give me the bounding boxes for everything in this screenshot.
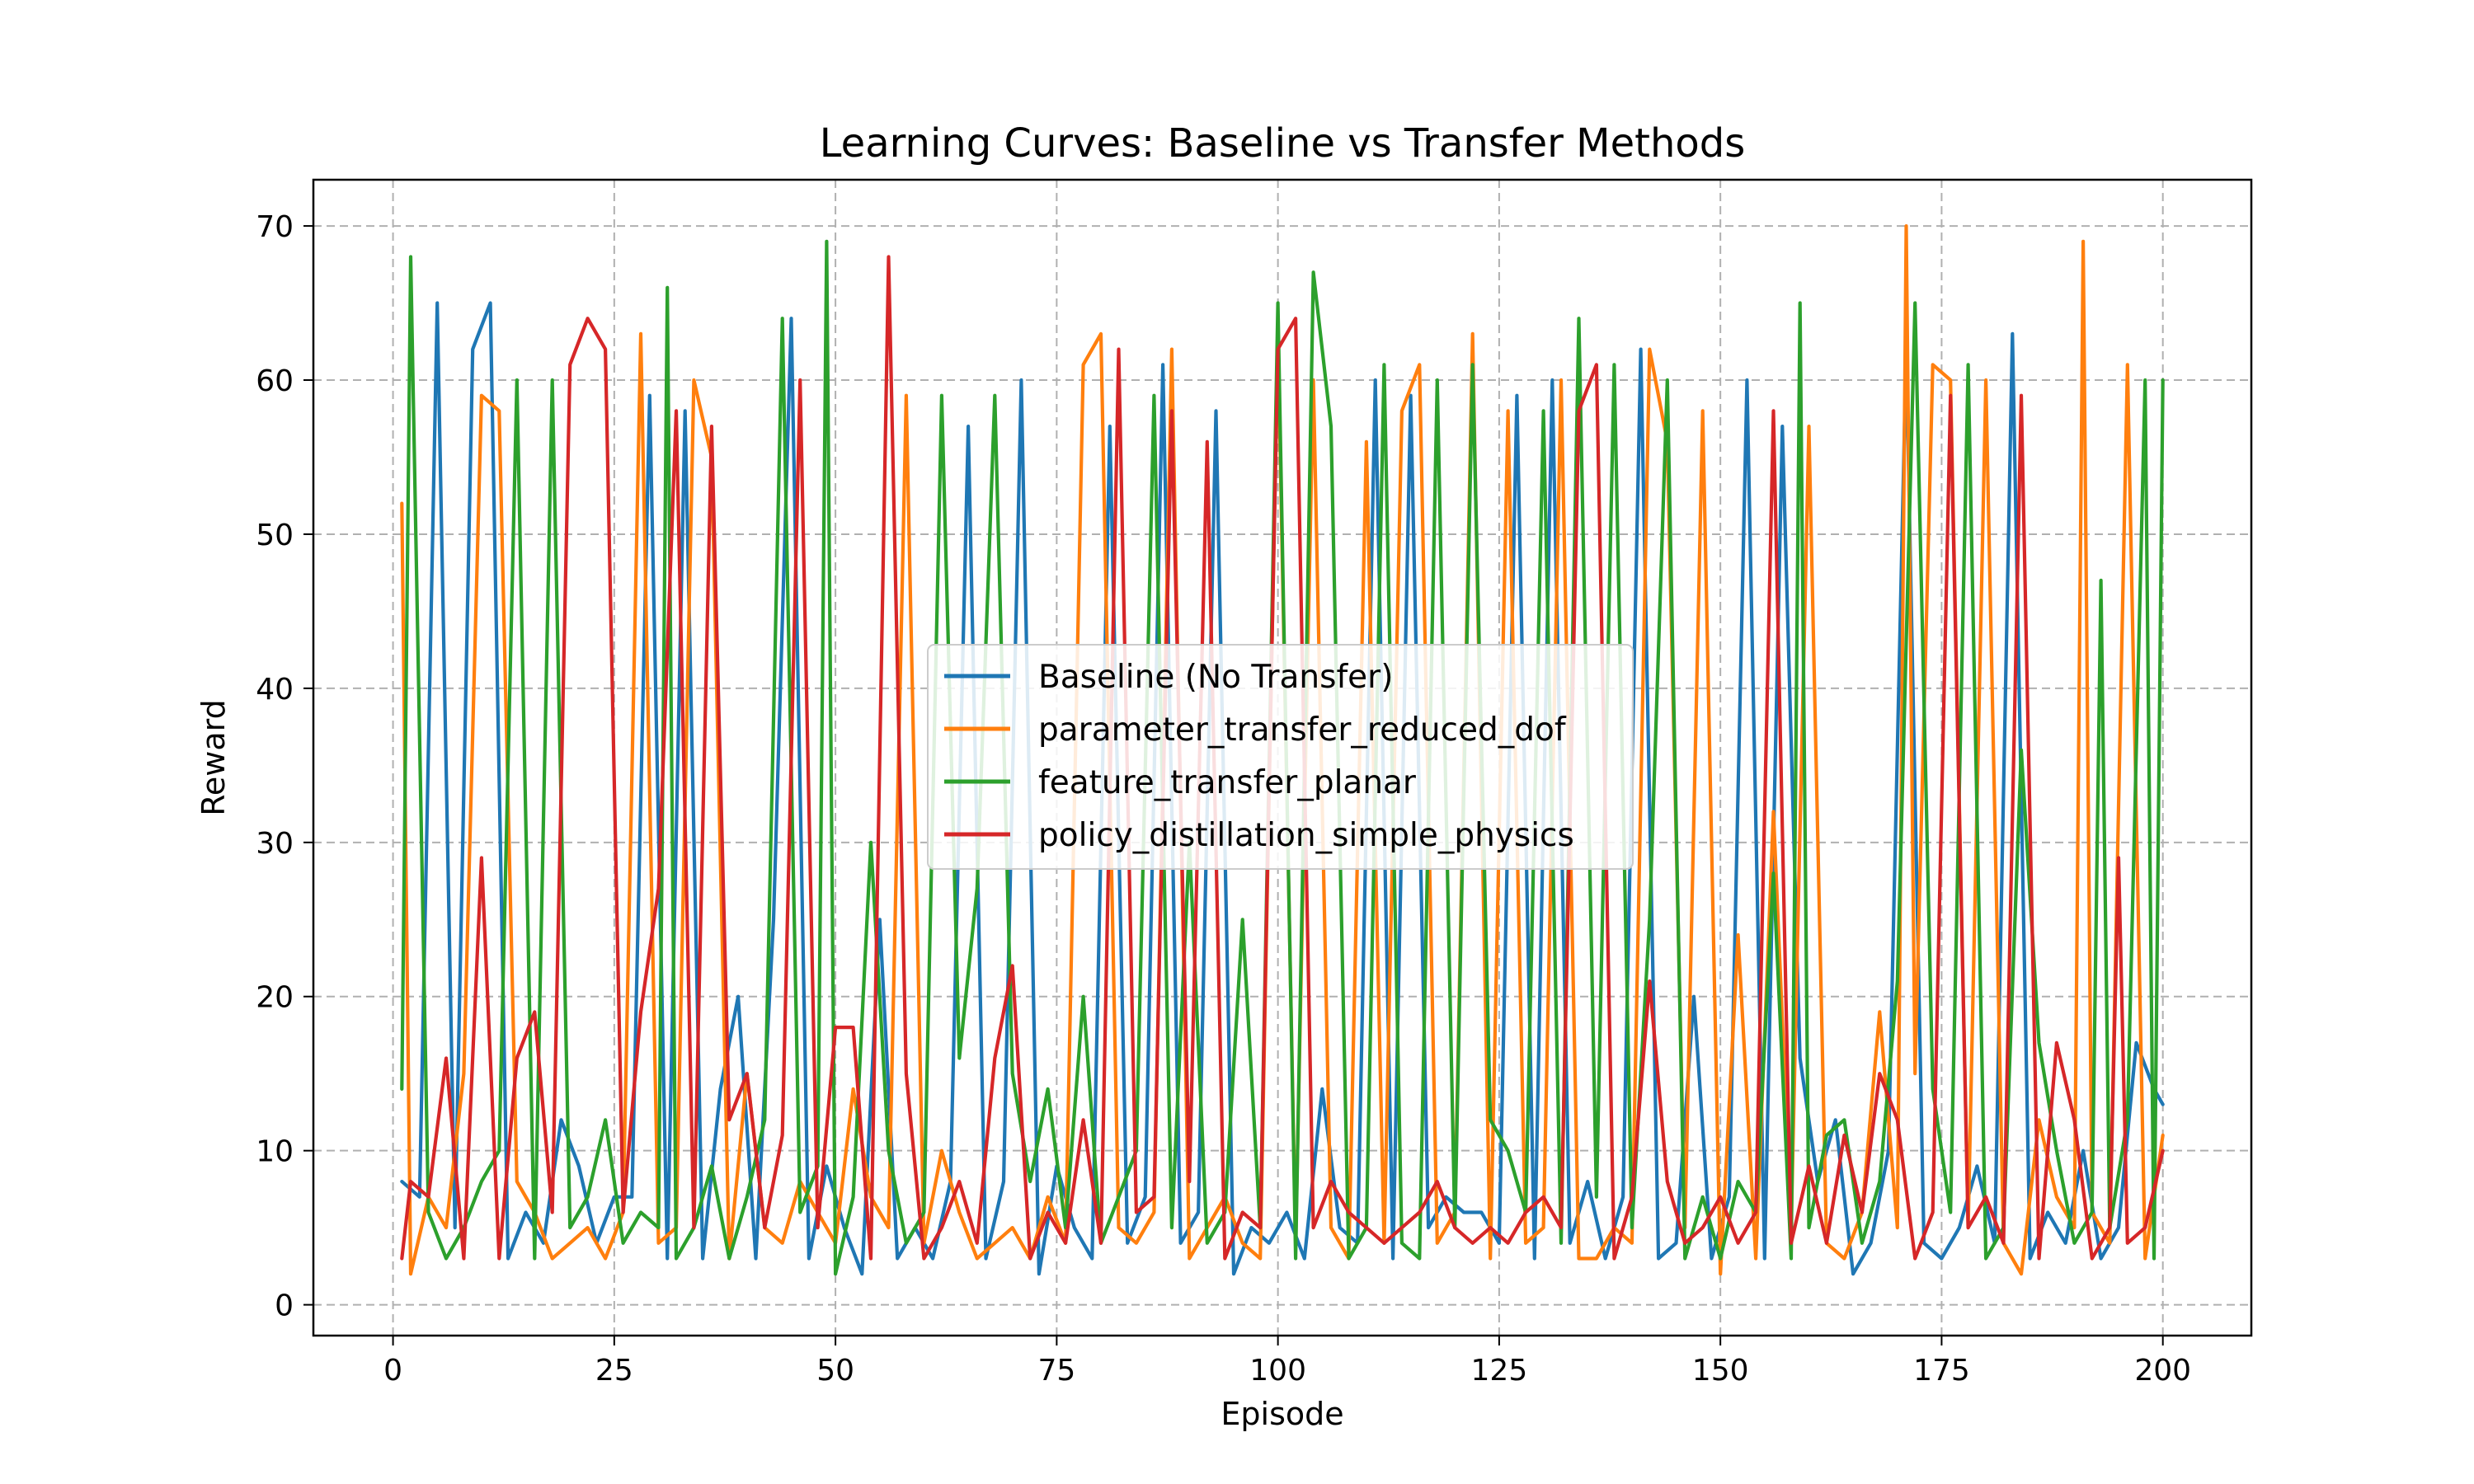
- y-tick-label: 70: [256, 210, 294, 244]
- x-tick-label: 25: [595, 1354, 633, 1388]
- y-tick-label: 0: [275, 1289, 294, 1323]
- y-tick-label: 20: [256, 981, 294, 1015]
- x-tick-label: 150: [1692, 1354, 1749, 1388]
- x-tick-label: 0: [383, 1354, 402, 1388]
- series-line-0: [400, 301, 2165, 1276]
- x-tick-label: 100: [1249, 1354, 1306, 1388]
- series-line-3: [400, 255, 2165, 1261]
- y-tick-label: 60: [256, 364, 294, 398]
- x-tick-label: 200: [2134, 1354, 2191, 1388]
- legend-label: Baseline (No Transfer): [1038, 659, 1393, 696]
- x-tick-label: 75: [1037, 1354, 1075, 1388]
- legend-box: [927, 644, 1634, 870]
- legend-label: policy_distillation_simple_physics: [1038, 817, 1574, 854]
- chart-title: Learning Curves: Baseline vs Transfer Me…: [820, 120, 1745, 167]
- x-tick-label: 175: [1913, 1354, 1970, 1388]
- legend-label: parameter_transfer_reduced_dof: [1038, 711, 1567, 749]
- y-tick-label: 40: [256, 673, 294, 707]
- y-tick-label: 10: [256, 1135, 294, 1169]
- legend-label: feature_transfer_planar: [1038, 764, 1417, 801]
- y-tick-label: 50: [256, 519, 294, 552]
- x-tick-label: 50: [816, 1354, 854, 1388]
- axis-ticks: 0 25 50 75 100 125 150 175 200 0 10 20 30 40 50 60 70: [256, 210, 2191, 1388]
- y-axis-label: Reward: [195, 699, 232, 816]
- x-tick-label: 125: [1471, 1354, 1528, 1388]
- legend: Baseline (No Transfer) parameter_transfer…: [927, 644, 1634, 870]
- y-tick-label: 30: [256, 827, 294, 861]
- x-axis-label: Episode: [1221, 1396, 1343, 1432]
- plot-frame: [312, 178, 2253, 1337]
